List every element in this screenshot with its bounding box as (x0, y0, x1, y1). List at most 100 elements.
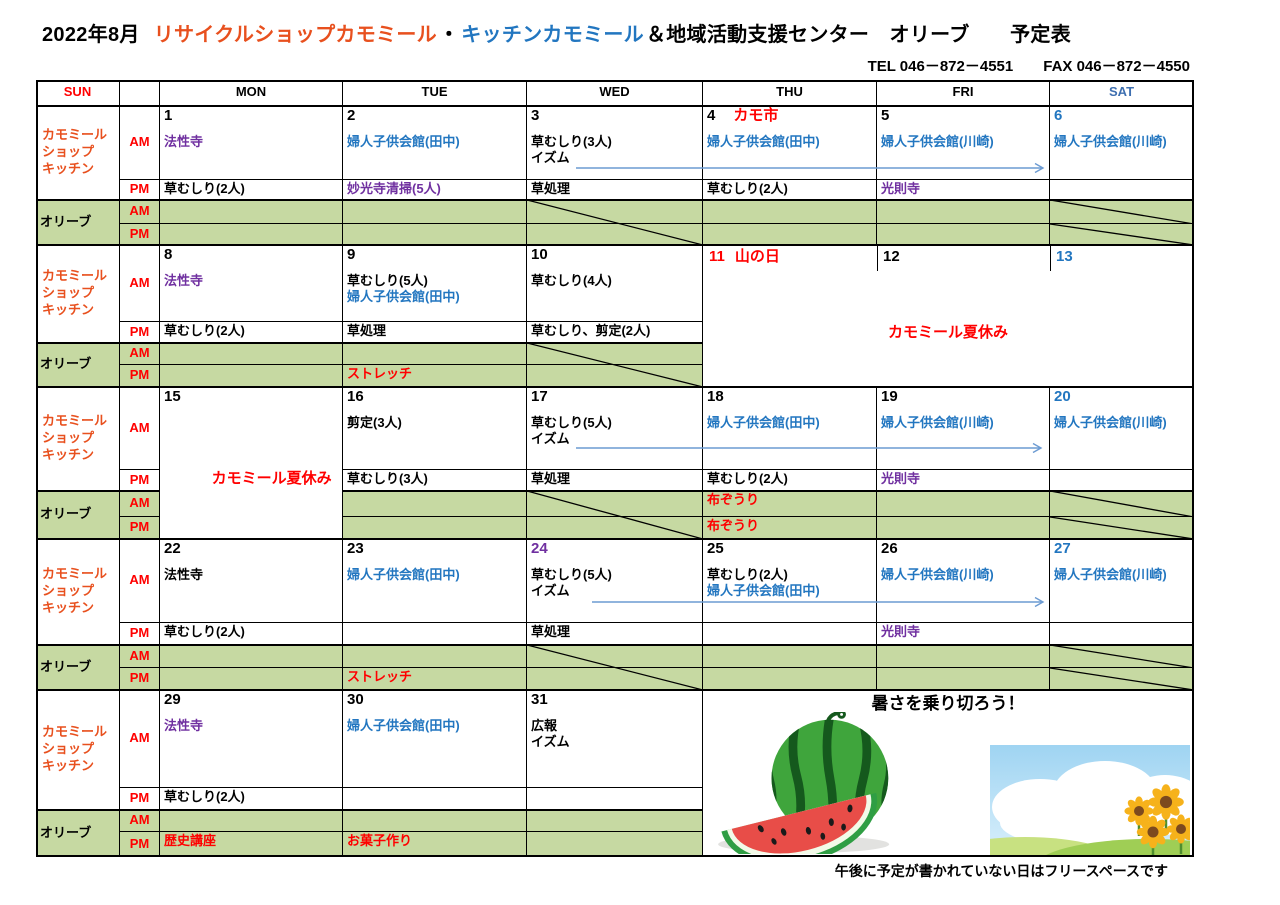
schedule-entries: 布ぞうり (703, 517, 876, 535)
olive-cell-am (1050, 645, 1194, 668)
day-number-line: 11 山の日 (709, 247, 780, 267)
row-label-kamomiru-line: カモミール (42, 566, 108, 582)
row-label-kamomiru-line: ショップ (42, 741, 95, 757)
weekday-header-label: WED (599, 84, 630, 100)
grid-thick-line (36, 490, 160, 492)
schedule-entry: 草むしり(2人) (707, 566, 788, 582)
day-cell-pm: 妙光寺清掃(5人) (343, 180, 527, 200)
row-label-kamomiru: カモミール ショップ キッチン (36, 690, 120, 810)
schedule-entry: 婦人子供会館(田中) (347, 133, 460, 149)
am-label-text: AM (129, 134, 150, 150)
schedule-entry: 草むしり(2人) (164, 624, 245, 639)
schedule-entries: 剪定(3人) (343, 407, 526, 432)
vacation-text: カモミール夏休み (887, 324, 1008, 341)
day-number: 17 (531, 388, 548, 405)
schedule-entries: 婦人子供会館(川崎) (877, 407, 1049, 432)
schedule-entry: 草むしり(2人) (164, 789, 245, 804)
am-row-label: AM (120, 387, 160, 470)
olive-cell-am (703, 200, 877, 224)
olive-am-row-label: AM (120, 343, 160, 365)
day-cell-am: 6 婦人子供会館(川崎) (1050, 106, 1194, 180)
day-number-line: 18 (703, 387, 724, 405)
weekday-header-thu: THU (703, 80, 877, 106)
row-label-kamomiru-line: ショップ (42, 285, 95, 301)
schedule-entries: 妙光寺清掃(5人) (343, 180, 526, 198)
day-cell-pm (1050, 180, 1194, 200)
row-label-kamomiru-line: カモミール (42, 268, 108, 284)
day-number: 26 (881, 540, 898, 557)
row-label-kamomiru: カモミール ショップ キッチン (36, 539, 120, 645)
row-label-olive-text: オリーブ (40, 213, 92, 229)
day-number-line: 5 (877, 106, 889, 124)
schedule-entries: 草むしり(2人) (160, 623, 342, 641)
schedule-entry: 草むしり(2人) (707, 471, 788, 486)
schedule-entry: お菓子作り (347, 833, 413, 848)
day-cell-pm: 草むしり(2人) (160, 180, 343, 200)
day-cell-am: 30 婦人子供会館(田中) (343, 690, 527, 788)
schedule-entries: 草むしり(2人) (703, 470, 876, 488)
day-cell-am: 2 婦人子供会館(田中) (343, 106, 527, 180)
pm-row-label: PM (120, 788, 160, 810)
weekday-header-label: SUN (63, 84, 92, 100)
row-label-olive: オリーブ (36, 491, 120, 539)
olive-cell-pm (1050, 517, 1194, 539)
am-row-label: AM (120, 539, 160, 623)
schedule-entry: ストレッチ (347, 366, 413, 381)
vacation-merged-region: 11 山の日 12 13 カモミール夏休み (703, 245, 1194, 387)
pm-label-text: PM (129, 323, 150, 339)
schedule-entries: 光則寺 (877, 623, 1049, 641)
olive-cell-pm (1050, 668, 1194, 690)
schedule-entry: 草むしり(5人) (531, 566, 612, 582)
day-number: 8 (164, 246, 173, 263)
day-number-line: 23 (343, 539, 364, 557)
pm-label-text: PM (129, 367, 150, 383)
schedule-entries: 婦人子供会館(川崎) (1050, 126, 1193, 151)
schedule-entry: 草むしり(4人) (531, 272, 612, 288)
day-number: 12 (883, 248, 900, 265)
weekday-header-label: FRI (952, 84, 974, 100)
day-number-line: 19 (877, 387, 898, 405)
olive-cell-am (877, 645, 1050, 668)
day-number-line: 2 (343, 106, 355, 124)
day-cell-am: 9 草むしり(5人) 婦人子供会館(田中) (343, 245, 527, 322)
day-cell-pm: 草むしり(2人) (160, 788, 343, 810)
schedule-entry: 草むしり(5人) (347, 272, 428, 288)
schedule-entry: イズム (531, 431, 570, 447)
olive-cell-am (343, 343, 527, 365)
schedule-entry: 草処理 (347, 323, 387, 338)
pm-row-label: PM (120, 623, 160, 645)
schedule-entry: 婦人子供会館(川崎) (881, 566, 994, 582)
day-cell-pm (703, 623, 877, 645)
olive-cell-am (160, 343, 343, 365)
schedule-entries: 草むしり(5人) 婦人子供会館(田中) (343, 265, 526, 307)
schedule-entry: ストレッチ (347, 669, 413, 684)
row-label-kamomiru-line: キッチン (42, 757, 95, 773)
olive-cell-pm: 歴史講座 (160, 832, 343, 857)
schedule-entry: 布ぞうり (707, 518, 760, 533)
day-cell-pm (343, 623, 527, 645)
schedule-entry: 光則寺 (881, 624, 921, 639)
olive-cell-pm: 布ぞうり (703, 517, 877, 539)
pm-label-text: PM (129, 471, 150, 487)
weekday-header-label: THU (776, 84, 803, 100)
am-row-label: AM (120, 245, 160, 322)
day-cell-pm: 草むしり(2人) (160, 322, 343, 343)
day-number-line: 26 (877, 539, 898, 557)
day-cell-pm: 草処理 (527, 180, 703, 200)
day-number: 29 (164, 691, 181, 708)
day-number-line: 13 (1056, 247, 1073, 267)
day-number: 1 (164, 107, 173, 124)
pm-label-text: PM (129, 835, 150, 851)
day-number: 31 (531, 691, 548, 708)
schedule-entry: 婦人子供会館(川崎) (881, 414, 994, 430)
row-label-kamomiru-line: キッチン (42, 599, 95, 615)
row-label-kamomiru-line: キッチン (42, 446, 95, 462)
day-cell-am: 23 婦人子供会館(田中) (343, 539, 527, 623)
olive-pm-row-label: PM (120, 517, 160, 539)
schedule-entries: 草むしり(3人) イズム (527, 126, 702, 168)
row-label-olive: オリーブ (36, 810, 120, 857)
schedule-entry: 広報 (531, 717, 558, 733)
day-number: 10 (531, 246, 548, 263)
olive-pm-row-label: PM (120, 832, 160, 857)
schedule-entry: 婦人子供会館(田中) (707, 583, 820, 599)
